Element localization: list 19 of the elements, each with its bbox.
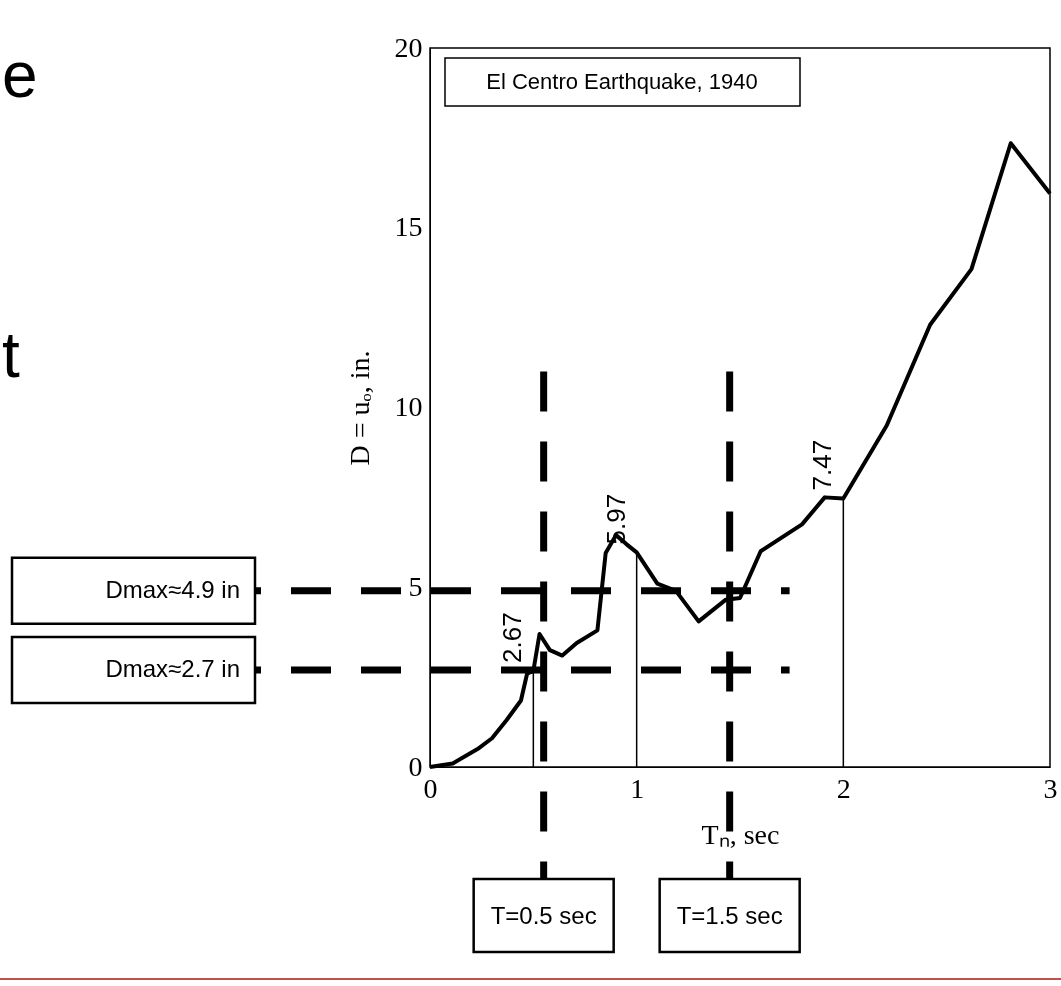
y-tick-label: 5 [408,570,423,602]
text: t [2,319,20,391]
ref-line-label: Dmax≈4.9 in [105,575,240,603]
annotation: 2.67 [497,612,528,664]
y-tick-label: 10 [394,391,423,422]
y-axis-title: D = uₒ, in. [343,350,375,466]
ref-line-label: Dmax≈2.7 in [105,654,240,682]
text: e [2,39,38,111]
y-tick-label: 20 [394,31,423,63]
x-tick-label: 2 [836,772,851,804]
ref-line-label: T=1.5 sec [676,902,783,929]
y-tick-label: 0 [408,750,423,782]
annotation: 7.47 [807,439,838,491]
y-tick-label: 15 [394,211,423,243]
x-axis-title: Tₙ, sec [701,818,780,850]
x-tick-label: 1 [630,772,645,804]
x-tick-label: 3 [1043,772,1058,804]
ref-line-label: T=0.5 sec [490,902,597,929]
annotation: El Centro Earthquake, 1940 [486,69,758,94]
